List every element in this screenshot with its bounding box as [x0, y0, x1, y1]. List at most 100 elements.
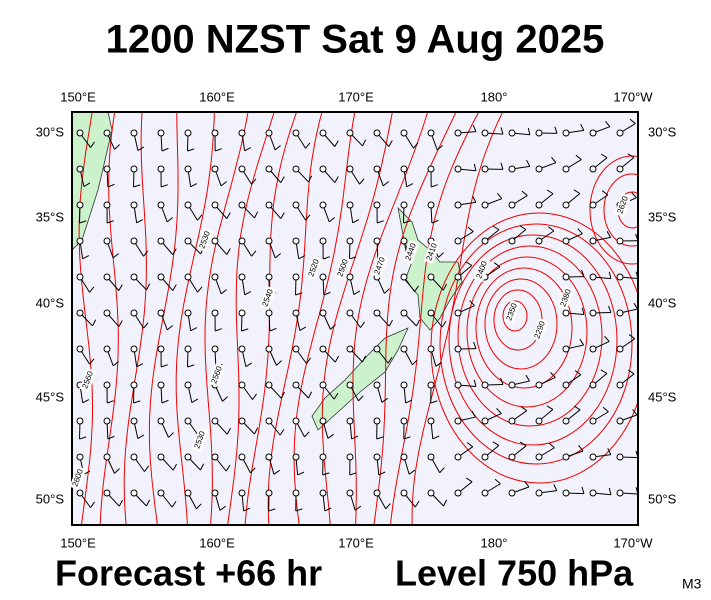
barb-flag	[600, 153, 608, 159]
barb-station	[427, 201, 435, 209]
barb-flag	[600, 369, 608, 374]
barb-station	[211, 309, 219, 317]
barb-flag	[269, 327, 277, 332]
barb-flag	[573, 405, 581, 411]
lon-label-top: 160°E	[199, 89, 235, 104]
barb-station	[400, 273, 408, 281]
barb-station	[319, 453, 327, 461]
barb-flag	[471, 410, 476, 418]
contour-label-box	[531, 317, 549, 343]
barb-flag	[191, 398, 199, 404]
barb-station	[346, 309, 354, 317]
barb-flag	[492, 225, 500, 231]
barb-station	[454, 201, 462, 209]
barb-flag	[90, 141, 96, 148]
barb-flag	[220, 181, 227, 187]
contour-label: 2530	[191, 427, 209, 453]
barb-flag	[497, 192, 503, 200]
barb-flag	[146, 283, 151, 291]
barb-flag	[519, 225, 527, 230]
barb-station	[265, 489, 273, 497]
barb-station	[508, 453, 516, 461]
barb-station	[211, 489, 219, 497]
barb-station	[508, 129, 516, 137]
barb-flag	[304, 431, 310, 438]
barb-station	[373, 417, 381, 425]
barb-flag	[465, 261, 473, 266]
barb-flag	[353, 290, 361, 296]
barb-flag	[602, 406, 609, 413]
barb-station	[346, 453, 354, 461]
lon-label-bottom: 170°W	[613, 535, 653, 550]
barb-station	[103, 201, 111, 209]
barb-flag	[500, 162, 504, 170]
barb-station	[400, 129, 408, 137]
level-label: Level 750 hPa	[395, 553, 634, 594]
barb-station	[562, 201, 570, 209]
barb-station	[184, 381, 192, 389]
lat-label-right: 50°S	[648, 491, 677, 506]
barb-flag	[573, 189, 581, 194]
contour-label-box	[259, 285, 277, 311]
barb-station	[157, 453, 165, 461]
barb-station	[562, 309, 570, 317]
barb-flag	[413, 142, 419, 149]
barb-flag	[579, 338, 584, 346]
barb-flag	[385, 503, 391, 510]
barb-station	[130, 165, 138, 173]
barb-station	[76, 417, 84, 425]
barb-station	[400, 381, 408, 389]
barb-flag	[412, 359, 418, 366]
barb-station	[616, 489, 624, 497]
contour-label-box	[196, 227, 214, 253]
lon-label-bottom: 170°E	[338, 535, 374, 550]
barb-station	[454, 273, 462, 281]
barb-flag	[160, 184, 168, 188]
barb-station	[76, 345, 84, 353]
barb-station	[535, 453, 543, 461]
barb-station	[562, 129, 570, 137]
barb-flag	[166, 217, 173, 223]
barb-station	[454, 453, 462, 461]
barb-station	[157, 381, 165, 389]
barb-flag	[432, 435, 440, 440]
barb-flag	[136, 363, 144, 368]
contour-label: 2560	[79, 367, 97, 393]
contour-label: 2520	[305, 255, 323, 281]
barb-flag	[308, 391, 313, 399]
contour-label: 2470	[371, 253, 389, 279]
barb-station	[508, 165, 516, 173]
barb-flag	[327, 433, 334, 439]
barb-station	[589, 165, 597, 173]
barb-flag	[226, 248, 231, 255]
barb-flag	[83, 182, 91, 187]
barb-flag	[577, 228, 583, 235]
lon-label-top: 180°	[481, 89, 508, 104]
lat-label-right: 35°S	[648, 209, 677, 224]
barb-station	[211, 201, 219, 209]
map-frame	[71, 111, 639, 526]
barb-station	[211, 237, 219, 245]
barb-flag	[172, 248, 177, 255]
barb-flag	[403, 220, 411, 224]
barb-station	[589, 201, 597, 209]
barb-station	[562, 453, 570, 461]
barb-station	[292, 129, 300, 137]
barb-flag	[465, 477, 473, 483]
barb-station	[238, 237, 246, 245]
barb-flag	[90, 501, 95, 508]
barb-station	[346, 129, 354, 137]
barb-flag	[631, 192, 637, 199]
barb-station	[238, 453, 246, 461]
barb-station	[589, 489, 597, 497]
barb-flag	[628, 334, 636, 340]
barb-station	[103, 165, 111, 173]
barb-flag	[137, 146, 145, 151]
barb-flag	[473, 163, 477, 171]
barb-flag	[381, 397, 388, 403]
barb-flag	[280, 391, 285, 399]
barb-flag	[245, 362, 253, 368]
contour-label-box	[557, 285, 575, 311]
barb-station	[427, 165, 435, 173]
lat-label-left: 50°S	[36, 491, 65, 506]
